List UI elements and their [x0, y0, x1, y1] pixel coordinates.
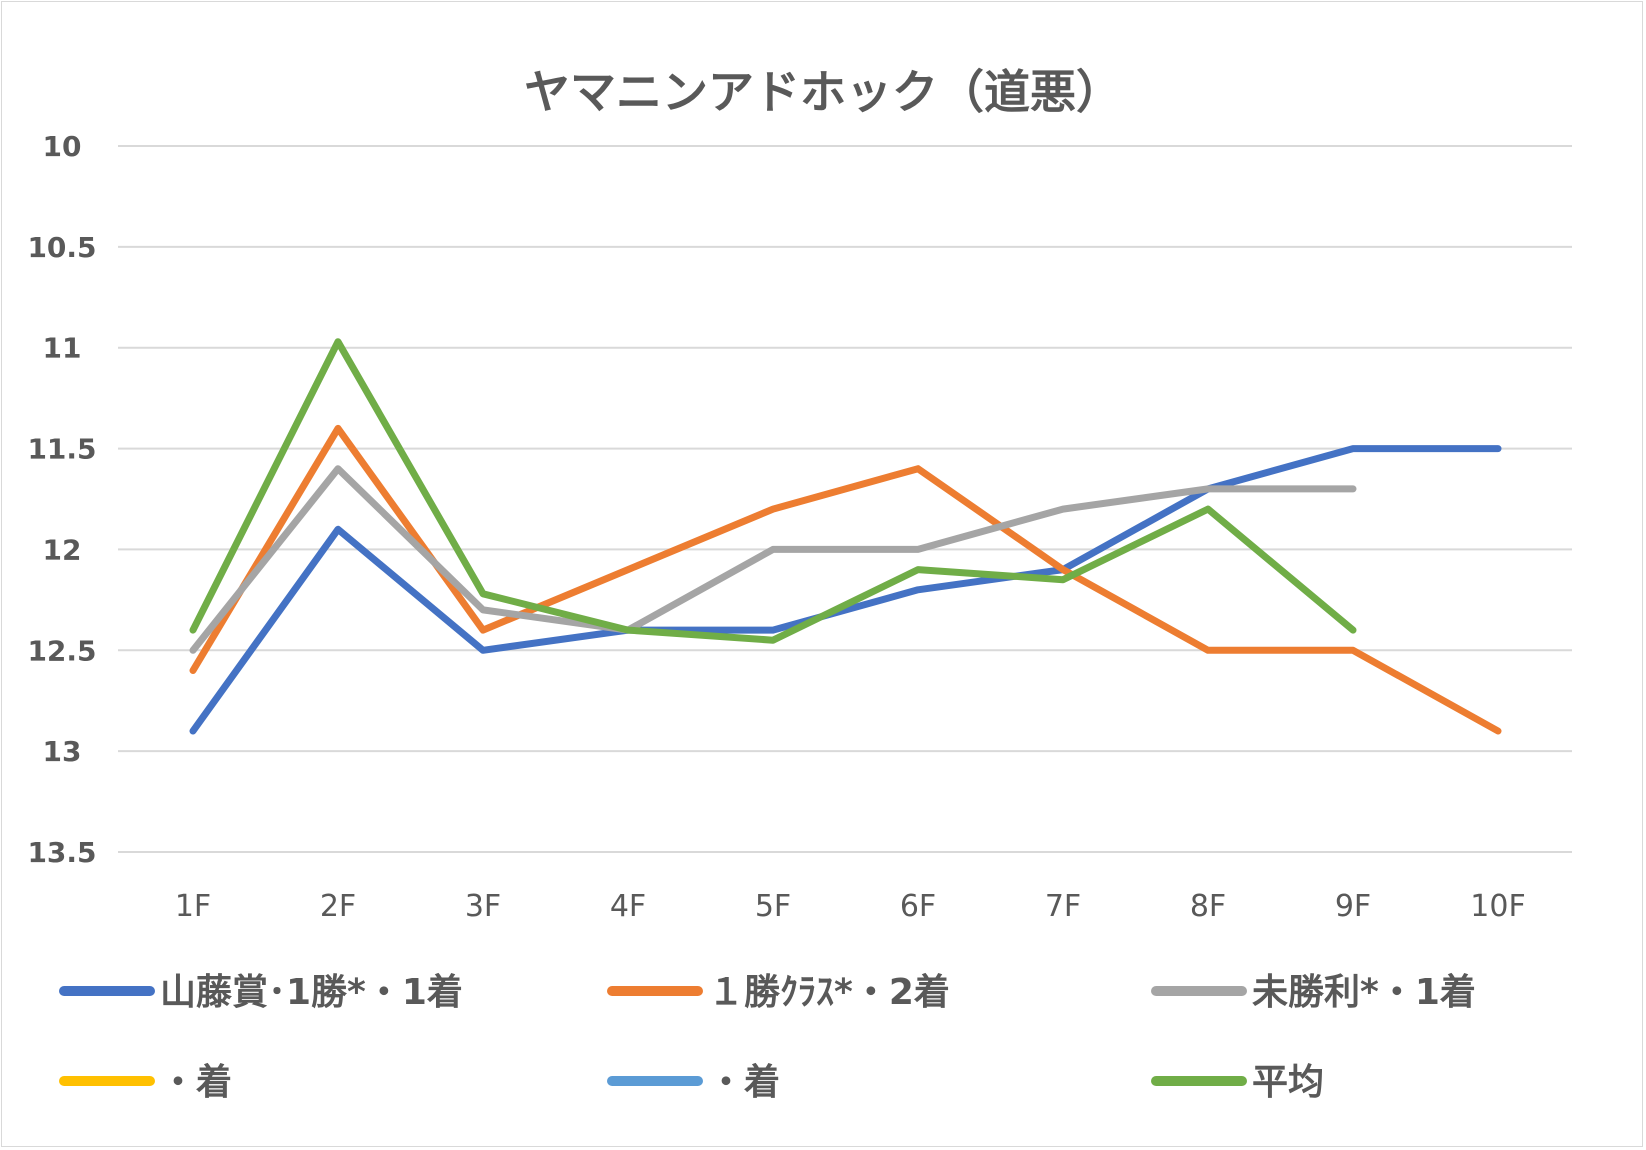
legend-label: 未勝利*・1着 [1252, 972, 1476, 1013]
x-tick-label: 3F [465, 889, 501, 924]
y-axis-tick-labels: 10 10.5 11 11.5 12 12.5 13 13.5 [27, 130, 96, 869]
y-tick-label: 12 [43, 533, 82, 566]
legend-label: ・着 [160, 1062, 232, 1103]
legend-label: 平均 [1252, 1062, 1324, 1103]
x-tick-label: 9F [1335, 889, 1371, 924]
x-tick-label: 6F [900, 889, 936, 924]
x-tick-label: 5F [755, 889, 791, 924]
series-line [189, 424, 1502, 735]
legend: 山藤賞･1勝*・1着 １勝ｸﾗｽ*・2着 未勝利*・1着・着 ・着 平均 [59, 972, 1476, 1103]
series-line [189, 465, 1357, 654]
y-tick-label: 10 [43, 130, 82, 163]
y-tick-label: 13 [43, 735, 82, 768]
legend-label: １勝ｸﾗｽ*・2着 [708, 972, 950, 1013]
y-tick-label: 11 [43, 332, 82, 365]
x-tick-label: 4F [610, 889, 646, 924]
x-tick-label: 2F [320, 889, 356, 924]
chart-title: ヤマニンアドホック（道悪） [524, 65, 1122, 119]
x-axis-tick-labels: 1F 2F 3F 4F 5F 6F 7F 8F 9F 10F [175, 889, 1526, 924]
legend-label: 山藤賞･1勝*・1着 [160, 972, 463, 1013]
y-tick-label: 12.5 [27, 634, 96, 667]
y-tick-label: 13.5 [27, 836, 96, 869]
y-tick-label: 11.5 [27, 433, 96, 466]
series-lines [189, 338, 1502, 735]
x-tick-label: 10F [1470, 889, 1525, 924]
series-line [189, 338, 1357, 644]
series-line [189, 445, 1502, 735]
x-tick-label: 1F [175, 889, 211, 924]
x-tick-label: 7F [1045, 889, 1081, 924]
gridlines [118, 145, 1572, 853]
y-tick-label: 10.5 [27, 231, 96, 264]
x-tick-label: 8F [1190, 889, 1226, 924]
legend-label: ・着 [708, 1062, 780, 1103]
